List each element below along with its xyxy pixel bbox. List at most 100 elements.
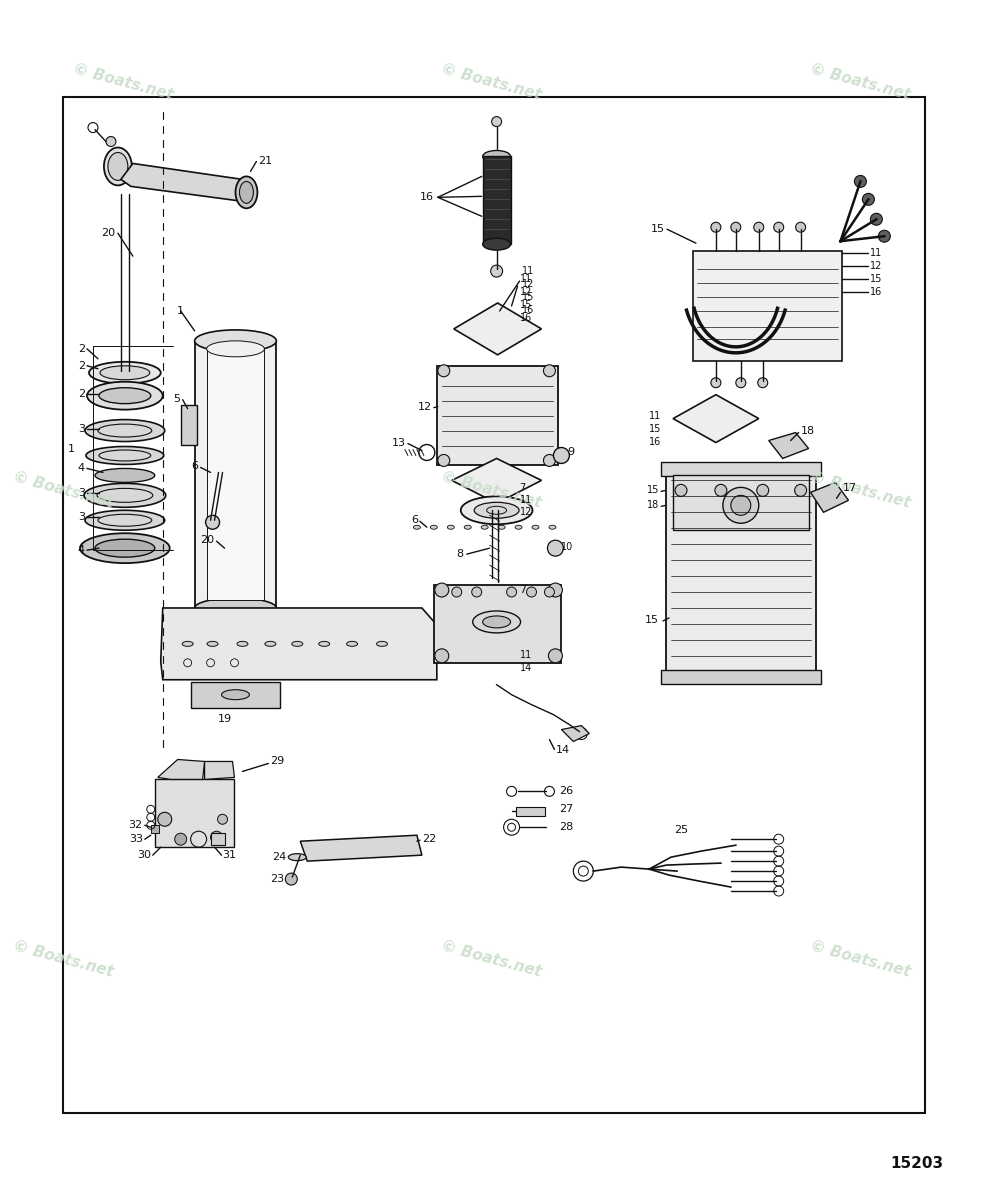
Circle shape xyxy=(871,214,883,226)
Ellipse shape xyxy=(195,598,277,618)
Text: 12: 12 xyxy=(519,287,532,298)
Ellipse shape xyxy=(474,503,519,518)
Text: 2: 2 xyxy=(78,361,85,371)
Bar xyxy=(673,475,809,530)
Text: 25: 25 xyxy=(674,826,689,835)
Text: 16: 16 xyxy=(649,437,661,446)
Text: 2: 2 xyxy=(78,344,85,354)
Ellipse shape xyxy=(87,382,163,409)
Text: 15: 15 xyxy=(871,274,883,284)
Circle shape xyxy=(286,874,297,886)
Text: 13: 13 xyxy=(392,438,406,448)
Text: 7: 7 xyxy=(519,484,526,493)
Text: 11: 11 xyxy=(519,650,532,660)
Text: © Boats.net: © Boats.net xyxy=(11,469,115,511)
Ellipse shape xyxy=(80,533,169,563)
Ellipse shape xyxy=(99,366,150,379)
Bar xyxy=(207,349,264,600)
Text: 30: 30 xyxy=(137,850,151,860)
Text: 18: 18 xyxy=(801,426,815,436)
Text: 6: 6 xyxy=(192,462,199,472)
Text: 5: 5 xyxy=(173,394,180,403)
Circle shape xyxy=(437,455,450,467)
Bar xyxy=(63,97,925,1114)
Text: 17: 17 xyxy=(842,484,857,493)
Text: 32: 32 xyxy=(129,821,143,830)
Bar xyxy=(666,468,816,673)
Circle shape xyxy=(544,365,556,377)
Text: 21: 21 xyxy=(258,156,273,167)
Circle shape xyxy=(434,649,449,662)
Bar xyxy=(191,682,281,708)
Circle shape xyxy=(434,583,449,598)
Text: 9: 9 xyxy=(567,448,574,457)
Circle shape xyxy=(731,496,751,515)
Bar xyxy=(661,462,821,476)
Polygon shape xyxy=(205,762,234,780)
Circle shape xyxy=(492,116,501,126)
Polygon shape xyxy=(811,482,848,512)
Circle shape xyxy=(549,649,562,662)
Text: 16: 16 xyxy=(871,287,883,298)
Text: 31: 31 xyxy=(223,850,236,860)
Text: 11: 11 xyxy=(519,496,532,505)
Bar xyxy=(483,156,510,244)
Ellipse shape xyxy=(464,526,471,529)
Text: 15: 15 xyxy=(519,300,532,310)
Bar xyxy=(180,404,197,444)
Ellipse shape xyxy=(235,176,257,209)
Ellipse shape xyxy=(515,526,522,529)
Text: © Boats.net: © Boats.net xyxy=(809,938,912,979)
Text: 12: 12 xyxy=(519,508,532,517)
Text: 15: 15 xyxy=(521,292,534,302)
Circle shape xyxy=(675,485,687,497)
Circle shape xyxy=(854,175,867,187)
Circle shape xyxy=(548,540,563,556)
Polygon shape xyxy=(158,760,205,780)
Text: 1: 1 xyxy=(68,444,75,454)
Circle shape xyxy=(549,583,562,598)
Text: 2: 2 xyxy=(78,389,85,398)
Ellipse shape xyxy=(483,239,510,250)
Polygon shape xyxy=(452,458,542,503)
Polygon shape xyxy=(768,432,809,458)
Ellipse shape xyxy=(182,641,193,647)
Ellipse shape xyxy=(85,510,164,530)
Ellipse shape xyxy=(414,526,421,529)
Circle shape xyxy=(711,378,721,388)
Polygon shape xyxy=(121,163,250,202)
Circle shape xyxy=(158,812,171,827)
Ellipse shape xyxy=(95,539,155,557)
Circle shape xyxy=(723,487,758,523)
Circle shape xyxy=(174,833,186,845)
Text: © Boats.net: © Boats.net xyxy=(439,469,544,511)
Text: © Boats.net: © Boats.net xyxy=(439,61,544,102)
Circle shape xyxy=(544,455,556,467)
Ellipse shape xyxy=(319,641,330,647)
Text: © Boats.net: © Boats.net xyxy=(11,938,115,979)
Text: 4: 4 xyxy=(78,463,85,474)
Polygon shape xyxy=(161,608,436,679)
Text: 16: 16 xyxy=(519,313,532,323)
Polygon shape xyxy=(454,302,542,355)
Text: 4: 4 xyxy=(78,545,85,556)
Circle shape xyxy=(452,587,462,598)
Text: 11: 11 xyxy=(519,274,532,284)
Text: 20: 20 xyxy=(100,228,115,239)
Circle shape xyxy=(472,587,482,598)
Circle shape xyxy=(756,485,768,497)
Text: 33: 33 xyxy=(129,834,143,845)
Text: 3: 3 xyxy=(78,424,85,433)
Bar xyxy=(155,780,234,847)
Circle shape xyxy=(863,193,875,205)
Bar xyxy=(661,670,821,684)
Bar xyxy=(436,366,558,466)
Circle shape xyxy=(795,485,807,497)
Ellipse shape xyxy=(89,361,161,384)
Text: © Boats.net: © Boats.net xyxy=(439,938,544,979)
Text: 26: 26 xyxy=(559,786,573,797)
Ellipse shape xyxy=(430,526,437,529)
Text: 12: 12 xyxy=(871,262,883,271)
Circle shape xyxy=(527,587,537,598)
Ellipse shape xyxy=(104,148,132,185)
